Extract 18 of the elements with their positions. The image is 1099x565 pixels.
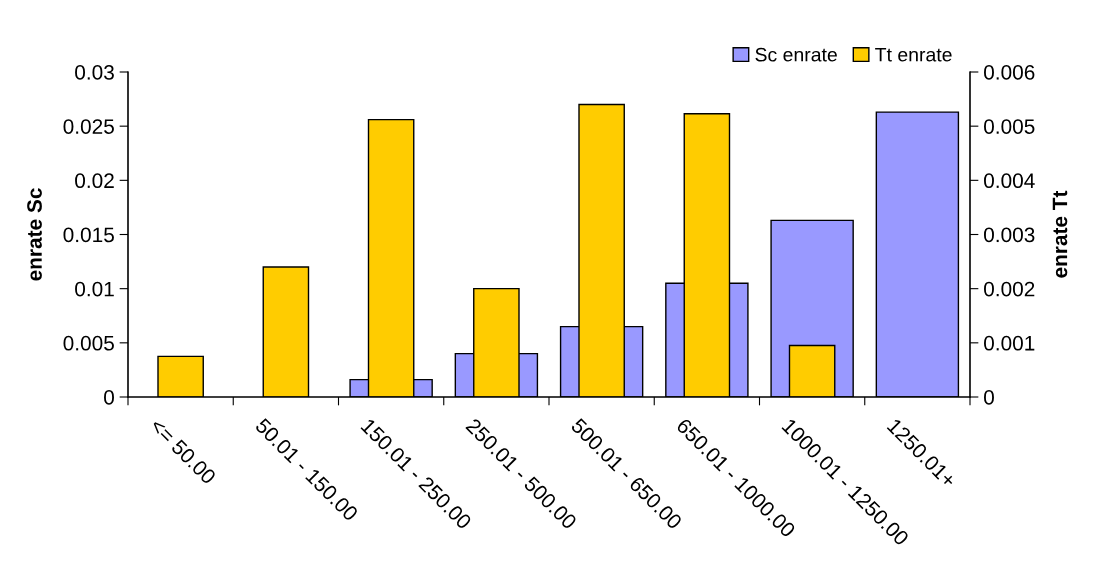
y2-tick-label: 0.005 bbox=[984, 119, 1035, 134]
y-tick-label: 0.03 bbox=[75, 65, 114, 80]
y2-tick-label: 0.002 bbox=[984, 281, 1035, 297]
y2-tick-label: 0.004 bbox=[984, 173, 1035, 189]
y-axis-title: enrate Sc bbox=[27, 188, 42, 281]
y-tick-label: 0.025 bbox=[63, 119, 114, 134]
y-tick-label: 0.01 bbox=[75, 281, 114, 297]
y2-tick-label: 0 bbox=[984, 390, 994, 405]
y2-tick-label: 0.003 bbox=[984, 227, 1035, 243]
y-tick-label: 0.015 bbox=[63, 227, 114, 243]
legend-label: Sc enrate bbox=[755, 47, 837, 62]
y2-tick-label: 0.001 bbox=[984, 335, 1035, 351]
y2-axis-title: enrate Tt bbox=[1052, 190, 1068, 278]
legend-label: Tt enrate bbox=[875, 47, 952, 62]
y-tick-label: 0.005 bbox=[63, 335, 114, 351]
y-tick-label: 0 bbox=[104, 390, 114, 405]
y-tick-label: 0.02 bbox=[75, 173, 114, 189]
y2-tick-label: 0.006 bbox=[984, 65, 1035, 80]
